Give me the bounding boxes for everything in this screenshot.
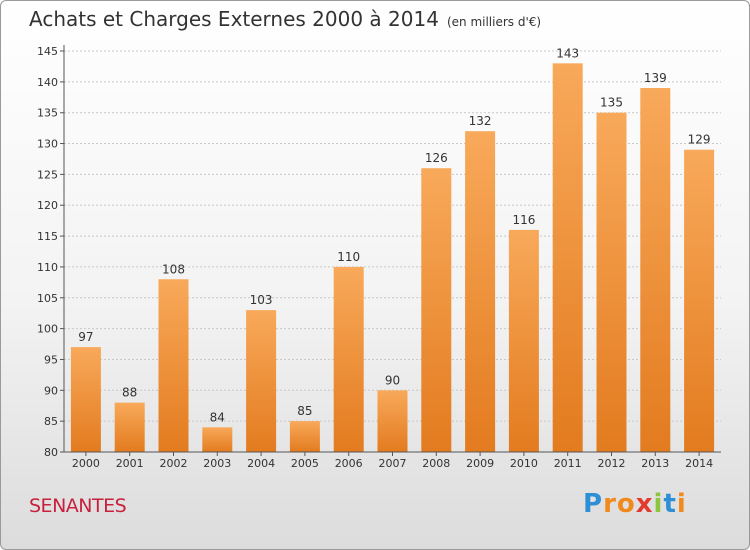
bar: [684, 149, 715, 452]
y-tick-label: 135: [37, 107, 58, 120]
x-tick-label: 2006: [335, 457, 363, 470]
x-tick-label: 2004: [247, 457, 275, 470]
bar: [70, 347, 101, 452]
y-tick-label: 125: [37, 168, 58, 181]
x-tick-label: 2014: [685, 457, 713, 470]
y-tick-label: 95: [44, 353, 58, 366]
data-label: 97: [78, 330, 93, 344]
data-label: 103: [250, 293, 273, 307]
data-label: 116: [512, 213, 535, 227]
y-tick-label: 130: [37, 138, 58, 151]
x-tick-label: 2007: [379, 457, 407, 470]
logo-letter: x: [635, 489, 654, 519]
logo-letter: r: [603, 489, 617, 519]
data-label: 84: [210, 410, 225, 424]
chart-title: Achats et Charges Externes 2000 à 2014 (e…: [29, 7, 541, 31]
data-label: 108: [162, 262, 185, 276]
data-label: 135: [600, 96, 623, 110]
x-tick-label: 2003: [203, 457, 231, 470]
y-tick-label: 140: [37, 76, 58, 89]
bar: [552, 63, 583, 452]
bar: [421, 168, 452, 452]
x-tick-label: 2005: [291, 457, 319, 470]
bar: [508, 229, 539, 452]
bar: [289, 421, 320, 452]
data-label: 90: [385, 373, 400, 387]
data-label: 129: [688, 133, 711, 147]
logo-letter: o: [616, 489, 636, 519]
data-label: 126: [425, 151, 448, 165]
bar: [333, 266, 364, 452]
logo-letter: i: [676, 489, 687, 519]
axes: 80 85 90 95 100 105 110 115 120 125 130 135 140 145 20…: [37, 45, 721, 470]
data-label: 88: [122, 386, 137, 400]
y-tick-label: 120: [37, 199, 58, 212]
bar: [114, 402, 145, 452]
bar: [640, 88, 671, 452]
x-tick-label: 2012: [598, 457, 626, 470]
y-tick-label: 90: [44, 384, 58, 397]
bar: [465, 131, 496, 452]
bars: 97 88 108 84 103 85 110 90 126 132 116 143 135 139 129: [70, 46, 715, 452]
data-label: 132: [469, 114, 492, 128]
bar: [202, 427, 233, 452]
y-tick-label: 115: [37, 230, 58, 243]
bar: [377, 390, 408, 452]
logo-letter: P: [583, 489, 604, 519]
y-tick-label: 100: [37, 323, 58, 336]
x-tick-label: 2010: [510, 457, 538, 470]
x-tick-label: 2001: [116, 457, 144, 470]
proxiti-logo[interactable]: Proxiti: [583, 489, 687, 519]
y-tick-label: 110: [37, 261, 58, 274]
data-label: 110: [337, 250, 360, 264]
commune-name: SENANTES: [29, 495, 127, 517]
logo-letter: t: [663, 489, 677, 519]
y-tick-label: 105: [37, 292, 58, 305]
x-tick-label: 2002: [160, 457, 188, 470]
y-tick-label: 80: [44, 446, 58, 459]
x-tick-label: 2011: [554, 457, 582, 470]
data-label: 139: [644, 71, 667, 85]
y-tick-label: 145: [37, 45, 58, 58]
bar: [158, 279, 189, 452]
x-tick-label: 2013: [641, 457, 669, 470]
bar: [246, 310, 277, 452]
bar: [596, 112, 627, 452]
x-tick-label: 2008: [422, 457, 450, 470]
x-tick-label: 2000: [72, 457, 100, 470]
x-tick-label: 2009: [466, 457, 494, 470]
data-label: 85: [297, 404, 312, 418]
y-tick-label: 85: [44, 415, 58, 428]
chart-title-text: Achats et Charges Externes 2000 à 2014: [29, 7, 439, 31]
chart-subtitle: (en milliers d'€): [446, 15, 542, 29]
data-label: 143: [556, 46, 579, 60]
logo-letter: i: [653, 489, 664, 519]
